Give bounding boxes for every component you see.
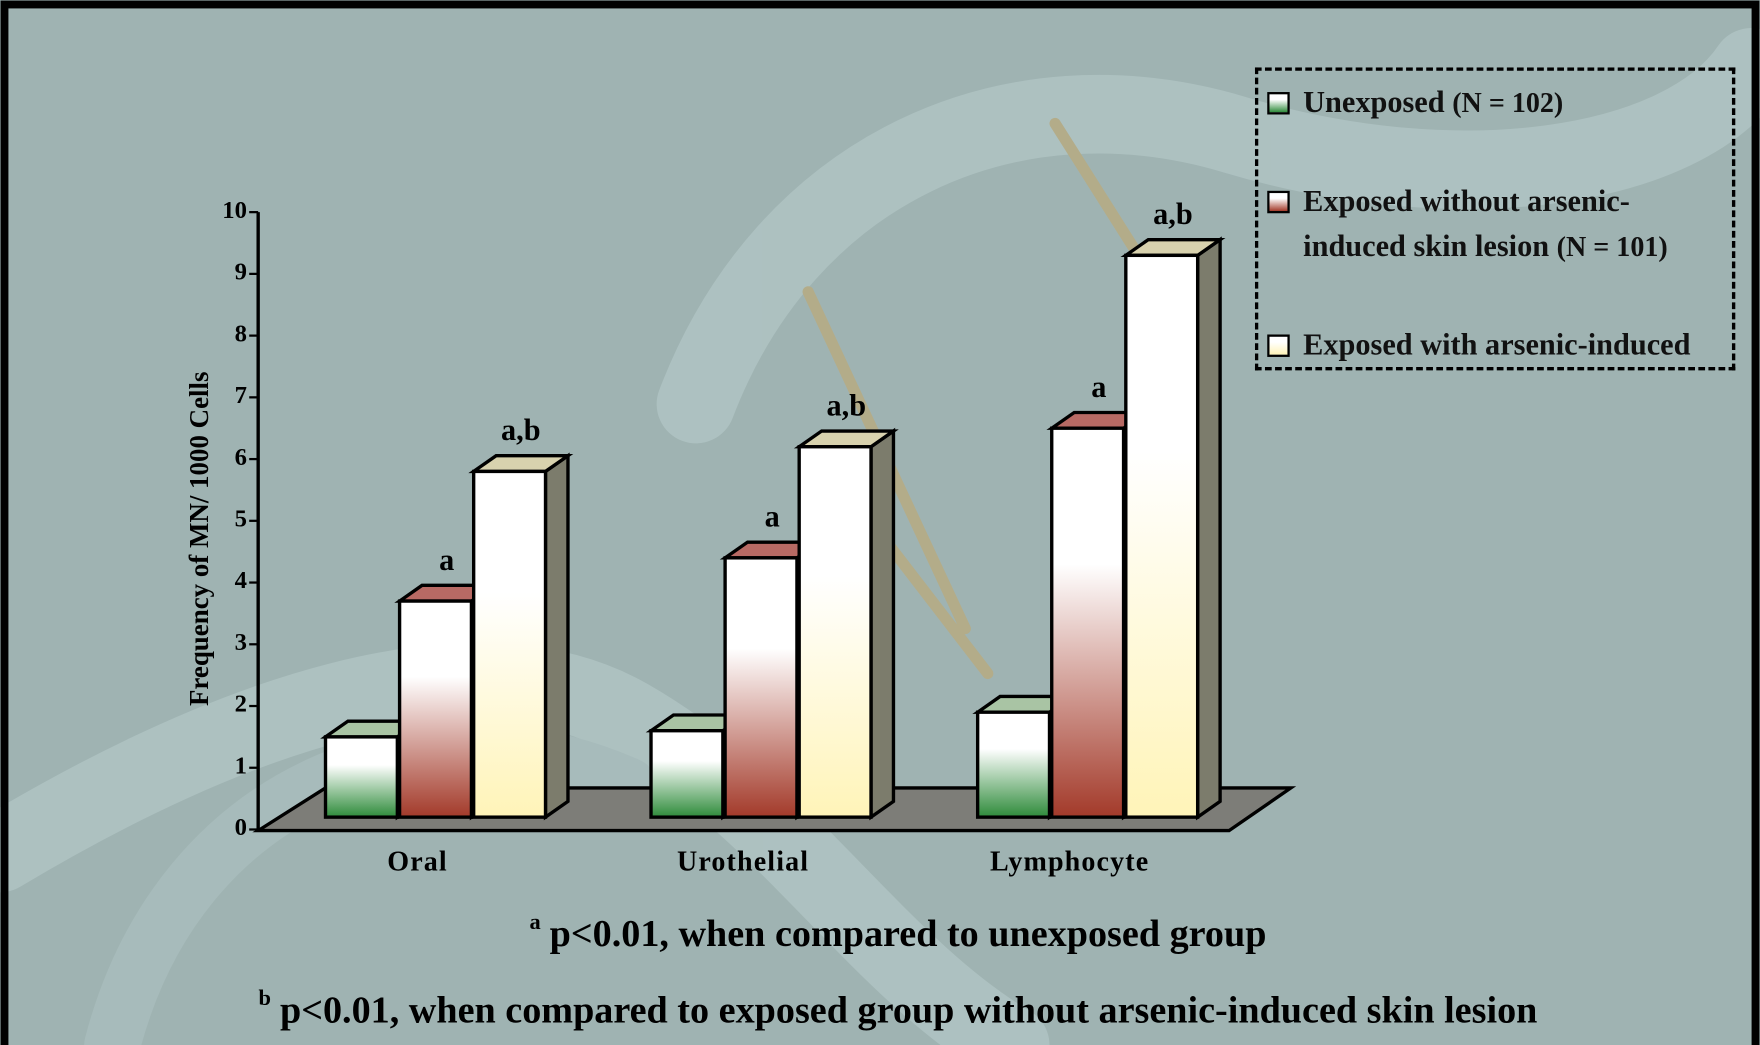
x-tick-label: Urothelial: [677, 847, 809, 878]
bar-front: [978, 712, 1050, 817]
y-tick-label: 10: [222, 197, 247, 224]
footnote: a p<0.01, when compared to unexposed grou…: [529, 909, 1266, 955]
legend-label: Unexposed: [1303, 85, 1444, 119]
significance-label: a,b: [501, 413, 541, 447]
bar-front: [1052, 428, 1124, 817]
significance-label: a: [439, 543, 454, 577]
bar-side: [546, 456, 568, 817]
bar-side: [1198, 240, 1220, 818]
legend-label: Exposed with arsenic-induced skin lesion: [1303, 328, 1690, 373]
legend-swatch: [1267, 334, 1289, 356]
y-tick-label: 5: [235, 505, 247, 532]
bar-front: [400, 601, 472, 817]
significance-label: a,b: [1153, 197, 1193, 231]
bar: [799, 431, 893, 817]
legend-item: Exposed with arsenic-induced skin lesion…: [1263, 322, 1728, 373]
footnote-text: p<0.01, when compared to exposed group w…: [280, 989, 1537, 1031]
footnote-text: p<0.01, when compared to unexposed group: [550, 913, 1267, 955]
legend-swatch: [1267, 191, 1289, 213]
bar-front: [651, 731, 723, 817]
bar: [474, 456, 568, 817]
legend-n: (N = 101): [1557, 232, 1668, 262]
y-tick-label: 6: [235, 444, 247, 471]
legend-item: Exposed without arsenic-induced skin les…: [1263, 178, 1728, 270]
footnote-mark: a: [529, 909, 540, 934]
significance-label: a: [1091, 370, 1106, 404]
y-axis-label: Frequency of MN/ 1000 Cells: [184, 372, 214, 706]
legend-container: Unexposed (N = 102) Exposed without arsen…: [1255, 67, 1738, 372]
bar-front: [326, 737, 398, 817]
bar-front: [474, 471, 546, 817]
x-tick-label: Lymphocyte: [990, 847, 1149, 878]
y-tick-label: 0: [235, 814, 247, 841]
y-tick-label: 2: [235, 691, 247, 718]
bar-front: [1126, 255, 1198, 817]
y-tick-label: 3: [235, 629, 247, 656]
footnote-mark: b: [259, 985, 271, 1010]
significance-label: a,b: [827, 389, 867, 423]
bar-front: [725, 558, 797, 817]
significance-label: a: [765, 500, 780, 534]
legend-swatch: [1267, 92, 1289, 114]
y-tick-label: 4: [235, 567, 247, 594]
y-tick-label: 9: [235, 259, 247, 286]
legend-item: Unexposed (N = 102): [1263, 80, 1728, 127]
y-tick-label: 7: [235, 382, 247, 409]
bar: [1126, 240, 1220, 818]
bar-front: [799, 447, 871, 817]
y-tick-label: 1: [235, 752, 247, 779]
chart: Frequency of MN/ 1000 Cells Unexposed (N…: [0, 0, 1760, 1045]
y-tick-label: 8: [235, 320, 247, 347]
legend: Unexposed (N = 102) Exposed without arsen…: [1255, 67, 1735, 370]
bar-side: [871, 431, 893, 817]
legend-n: (N = 102): [1452, 89, 1563, 119]
x-tick-label: Oral: [387, 847, 448, 878]
footnote: b p<0.01, when compared to exposed group …: [259, 985, 1538, 1031]
